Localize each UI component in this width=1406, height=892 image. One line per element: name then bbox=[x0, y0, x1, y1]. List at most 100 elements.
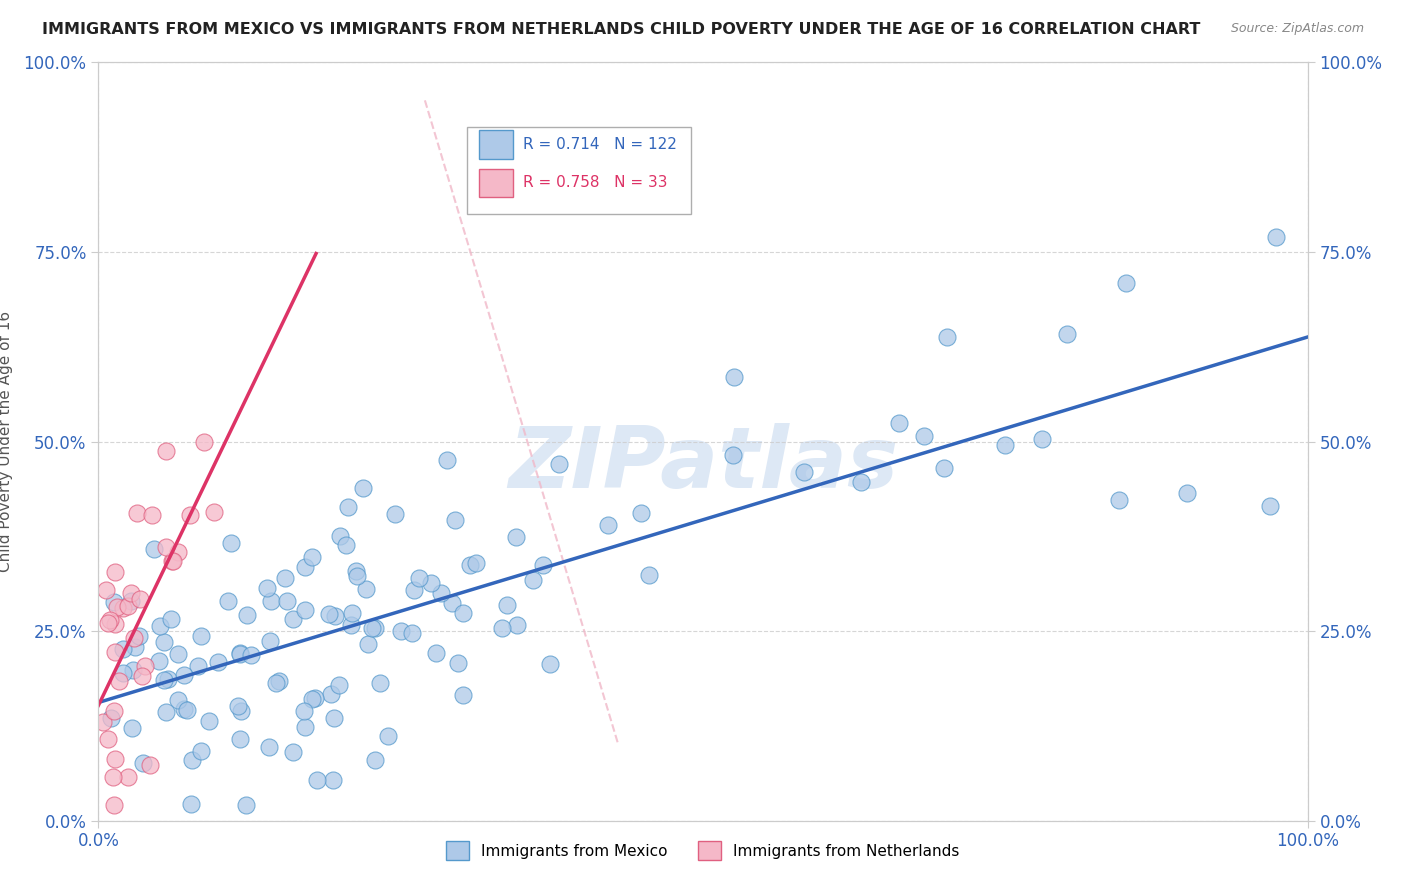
Text: ZIPatlas: ZIPatlas bbox=[508, 423, 898, 506]
Point bbox=[122, 631, 145, 645]
Point bbox=[793, 465, 815, 479]
Point bbox=[402, 583, 425, 598]
Point bbox=[235, 608, 257, 623]
Point bbox=[229, 732, 252, 747]
Point bbox=[160, 612, 183, 626]
Point bbox=[103, 798, 125, 813]
Point bbox=[160, 554, 183, 568]
Point bbox=[336, 500, 359, 515]
Point bbox=[495, 598, 517, 612]
Point bbox=[141, 508, 163, 523]
Point bbox=[104, 645, 127, 659]
Point bbox=[229, 704, 252, 718]
Point bbox=[187, 658, 209, 673]
Point bbox=[283, 612, 305, 626]
Point bbox=[443, 513, 465, 527]
Point bbox=[124, 640, 146, 654]
Point bbox=[851, 475, 873, 489]
Point bbox=[368, 675, 391, 690]
Point bbox=[128, 628, 150, 642]
Point bbox=[547, 458, 569, 472]
Point bbox=[340, 618, 363, 632]
Point bbox=[180, 797, 202, 811]
Point bbox=[217, 594, 239, 608]
Point bbox=[207, 655, 229, 669]
Point bbox=[301, 550, 323, 565]
Point bbox=[596, 517, 619, 532]
Point bbox=[441, 596, 464, 610]
Point bbox=[531, 558, 554, 573]
Point bbox=[173, 668, 195, 682]
Legend: Immigrants from Mexico, Immigrants from Netherlands: Immigrants from Mexico, Immigrants from … bbox=[440, 835, 966, 866]
Point bbox=[1108, 492, 1130, 507]
Point bbox=[319, 687, 342, 701]
Point bbox=[120, 594, 142, 608]
Point bbox=[105, 600, 128, 615]
Point bbox=[181, 753, 204, 767]
Point bbox=[226, 699, 249, 714]
Point bbox=[112, 600, 135, 615]
Point bbox=[1258, 499, 1281, 513]
Point bbox=[167, 647, 190, 661]
Point bbox=[117, 599, 139, 614]
Text: Source: ZipAtlas.com: Source: ZipAtlas.com bbox=[1230, 22, 1364, 36]
Point bbox=[153, 673, 176, 688]
Point bbox=[264, 675, 287, 690]
Point bbox=[112, 666, 135, 681]
Point bbox=[384, 507, 406, 521]
Point bbox=[179, 508, 201, 523]
Point bbox=[408, 571, 430, 585]
Point bbox=[389, 624, 412, 638]
Point bbox=[723, 369, 745, 384]
Point bbox=[301, 691, 323, 706]
Point bbox=[932, 461, 955, 475]
Point bbox=[328, 677, 350, 691]
Point bbox=[451, 606, 474, 620]
Point bbox=[425, 646, 447, 660]
Point bbox=[132, 756, 155, 770]
Point bbox=[190, 744, 212, 758]
Point bbox=[91, 714, 114, 729]
Point bbox=[98, 613, 121, 627]
Point bbox=[204, 505, 226, 519]
Y-axis label: Child Poverty Under the Age of 16: Child Poverty Under the Age of 16 bbox=[0, 311, 13, 572]
Point bbox=[155, 705, 177, 719]
Point bbox=[522, 573, 544, 587]
Point bbox=[322, 773, 344, 788]
Point bbox=[1175, 486, 1198, 500]
Point bbox=[149, 619, 172, 633]
Point bbox=[260, 593, 283, 607]
Point bbox=[125, 507, 148, 521]
Text: R = 0.758   N = 33: R = 0.758 N = 33 bbox=[523, 176, 668, 191]
Point bbox=[139, 758, 162, 772]
Point bbox=[162, 554, 184, 568]
Point bbox=[912, 429, 935, 443]
Point bbox=[167, 693, 190, 707]
Point bbox=[352, 482, 374, 496]
Point bbox=[155, 540, 177, 554]
Point bbox=[491, 621, 513, 635]
Point bbox=[193, 434, 215, 449]
FancyBboxPatch shape bbox=[479, 130, 513, 159]
Point bbox=[97, 615, 120, 630]
Point bbox=[142, 542, 165, 557]
Point bbox=[318, 607, 340, 621]
Point bbox=[256, 582, 278, 596]
FancyBboxPatch shape bbox=[467, 127, 690, 214]
Point bbox=[259, 634, 281, 648]
Text: IMMIGRANTS FROM MEXICO VS IMMIGRANTS FROM NETHERLANDS CHILD POVERTY UNDER THE AG: IMMIGRANTS FROM MEXICO VS IMMIGRANTS FRO… bbox=[42, 22, 1201, 37]
Point bbox=[377, 729, 399, 743]
Point bbox=[292, 704, 315, 718]
Point bbox=[104, 616, 127, 631]
Point bbox=[111, 642, 134, 657]
Point bbox=[346, 564, 368, 578]
Point bbox=[721, 448, 744, 462]
Point bbox=[190, 629, 212, 643]
Point bbox=[420, 576, 443, 591]
Point bbox=[176, 703, 198, 717]
Point bbox=[346, 569, 368, 583]
Point bbox=[104, 566, 127, 580]
Point bbox=[1115, 277, 1137, 291]
Point bbox=[357, 637, 380, 651]
Point bbox=[166, 545, 188, 559]
